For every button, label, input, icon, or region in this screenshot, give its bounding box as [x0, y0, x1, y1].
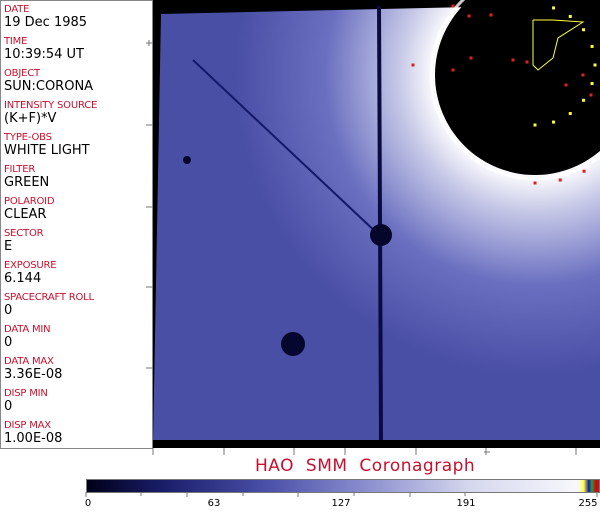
marker: [533, 181, 537, 185]
marker: [581, 73, 585, 77]
marker: [469, 56, 473, 60]
field-value: SUN:CORONA: [4, 79, 94, 94]
field-disp-min: DISP MIN 0: [4, 388, 48, 414]
overlay-markers: [411, 4, 597, 185]
marker: [533, 123, 537, 127]
coronagraph-image[interactable]: [153, 0, 600, 448]
colorbar-tick: 0: [84, 498, 92, 509]
pylon-disk: [370, 224, 392, 246]
marker: [590, 44, 594, 48]
marker: [552, 6, 556, 10]
header-info-panel: DATE 19 Dec 1985 TIME 10:39:54 UT OBJECT SUN:…: [0, 0, 153, 449]
marker: [568, 112, 572, 116]
marker: [593, 63, 597, 67]
colorbar-tick: 255: [578, 498, 598, 509]
field-value: 3.36E-08: [4, 367, 63, 382]
field-value: 1.00E-08: [4, 431, 63, 446]
field-value: 6.144: [4, 271, 42, 286]
colorbar: [86, 479, 600, 493]
field-sector: SECTOR E: [4, 228, 44, 254]
field-label: DATE: [4, 4, 30, 15]
field-disp-max: DISP MAX 1.00E-08: [4, 420, 62, 446]
diagonal-streak: [192, 59, 380, 236]
marker: [451, 4, 455, 8]
colorbar-tick: 191: [456, 498, 476, 509]
field-intensity-source: INTENSITY SOURCE (K+F)*V: [4, 100, 97, 126]
field-value: GREEN: [4, 175, 50, 190]
field-label: EXPOSURE: [4, 260, 57, 271]
field-time: TIME 10:39:54 UT: [4, 36, 84, 62]
marker: [582, 169, 586, 173]
field-label: TIME: [4, 36, 28, 47]
field-data-min: DATA MIN 0: [4, 324, 51, 350]
field-label: DISP MIN: [4, 388, 48, 399]
dark-spot: [281, 332, 305, 356]
field-label: SECTOR: [4, 228, 44, 239]
field-label: OBJECT: [4, 68, 40, 79]
field-value: 19 Dec 1985: [4, 15, 88, 30]
marker: [489, 13, 493, 17]
field-value: 0: [4, 303, 13, 318]
field-label: DATA MIN: [4, 324, 51, 335]
marker: [590, 82, 594, 86]
field-value: E: [4, 239, 13, 254]
marker: [582, 28, 586, 32]
marker: [525, 60, 529, 64]
field-label: DISP MAX: [4, 420, 51, 431]
marker: [589, 93, 593, 97]
marker: [564, 83, 568, 87]
field-type-obs: TYPE-OBS WHITE LIGHT: [4, 132, 90, 158]
field-data-max: DATA MAX 3.36E-08: [4, 356, 62, 382]
field-value: 0: [4, 399, 13, 414]
marker: [411, 63, 415, 67]
marker: [451, 68, 455, 72]
field-spacecraft-roll: SPACECRAFT ROLL 0: [4, 292, 94, 318]
field-object: OBJECT SUN:CORONA: [4, 68, 93, 94]
field-date: DATE 19 Dec 1985: [4, 4, 87, 30]
orientation-marker: [532, 19, 585, 71]
marker: [568, 14, 572, 18]
marker: [511, 58, 515, 62]
field-label: SPACECRAFT ROLL: [4, 292, 94, 303]
image-title: HAO SMM Coronagraph: [255, 456, 476, 476]
field-value: 10:39:54 UT: [4, 47, 84, 62]
marker: [558, 178, 562, 182]
colorbar-tick: 63: [207, 498, 221, 509]
field-exposure: EXPOSURE 6.144: [4, 260, 57, 286]
colorbar-tick: 127: [331, 498, 351, 509]
field-label: FILTER: [4, 164, 36, 175]
occulting-disk: [435, 0, 600, 175]
field-value: 0: [4, 335, 13, 350]
field-value: (K+F)*V: [4, 111, 57, 126]
field-label: TYPE-OBS: [4, 132, 52, 143]
field-value: WHITE LIGHT: [4, 143, 90, 158]
marker: [467, 14, 471, 18]
field-label: INTENSITY SOURCE: [4, 100, 98, 111]
field-value: CLEAR: [4, 207, 47, 222]
field-label: POLAROID: [4, 196, 55, 207]
field-polaroid: POLAROID CLEAR: [4, 196, 55, 222]
pylon: [377, 5, 383, 441]
small-spot: [183, 156, 191, 164]
marker: [552, 120, 556, 124]
field-filter: FILTER GREEN: [4, 164, 49, 190]
marker: [582, 98, 586, 102]
field-label: DATA MAX: [4, 356, 54, 367]
